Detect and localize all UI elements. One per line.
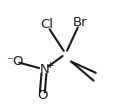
Text: Cl: Cl	[40, 18, 53, 31]
Text: ⁻O: ⁻O	[6, 55, 24, 68]
Text: N: N	[39, 63, 49, 76]
Text: Br: Br	[73, 16, 87, 29]
Text: +: +	[46, 61, 53, 70]
Text: O: O	[37, 89, 47, 102]
